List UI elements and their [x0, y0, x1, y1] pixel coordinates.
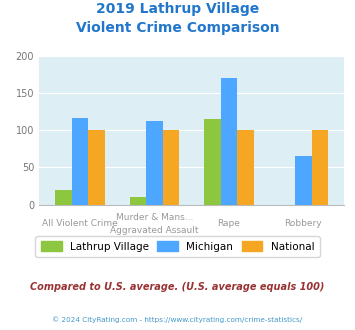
Text: © 2024 CityRating.com - https://www.cityrating.com/crime-statistics/: © 2024 CityRating.com - https://www.city…	[53, 317, 302, 323]
Bar	[146, 121, 163, 205]
Bar	[295, 156, 312, 205]
Text: Murder & Mans...: Murder & Mans...	[116, 213, 193, 222]
Text: All Violent Crime: All Violent Crime	[42, 219, 118, 228]
Bar	[88, 130, 105, 205]
Text: Rape: Rape	[218, 219, 240, 228]
Text: 2019 Lathrup Village: 2019 Lathrup Village	[96, 2, 259, 16]
Text: Aggravated Assault: Aggravated Assault	[110, 226, 199, 235]
Bar	[130, 197, 146, 205]
Text: Compared to U.S. average. (U.S. average equals 100): Compared to U.S. average. (U.S. average …	[30, 282, 325, 292]
Legend: Lathrup Village, Michigan, National: Lathrup Village, Michigan, National	[36, 236, 320, 257]
Bar	[55, 190, 72, 205]
Bar	[312, 130, 328, 205]
Bar	[221, 78, 237, 205]
Bar	[237, 130, 253, 205]
Text: Violent Crime Comparison: Violent Crime Comparison	[76, 21, 279, 35]
Bar	[72, 118, 88, 205]
Bar	[163, 130, 179, 205]
Text: Robbery: Robbery	[285, 219, 322, 228]
Bar	[204, 119, 221, 205]
